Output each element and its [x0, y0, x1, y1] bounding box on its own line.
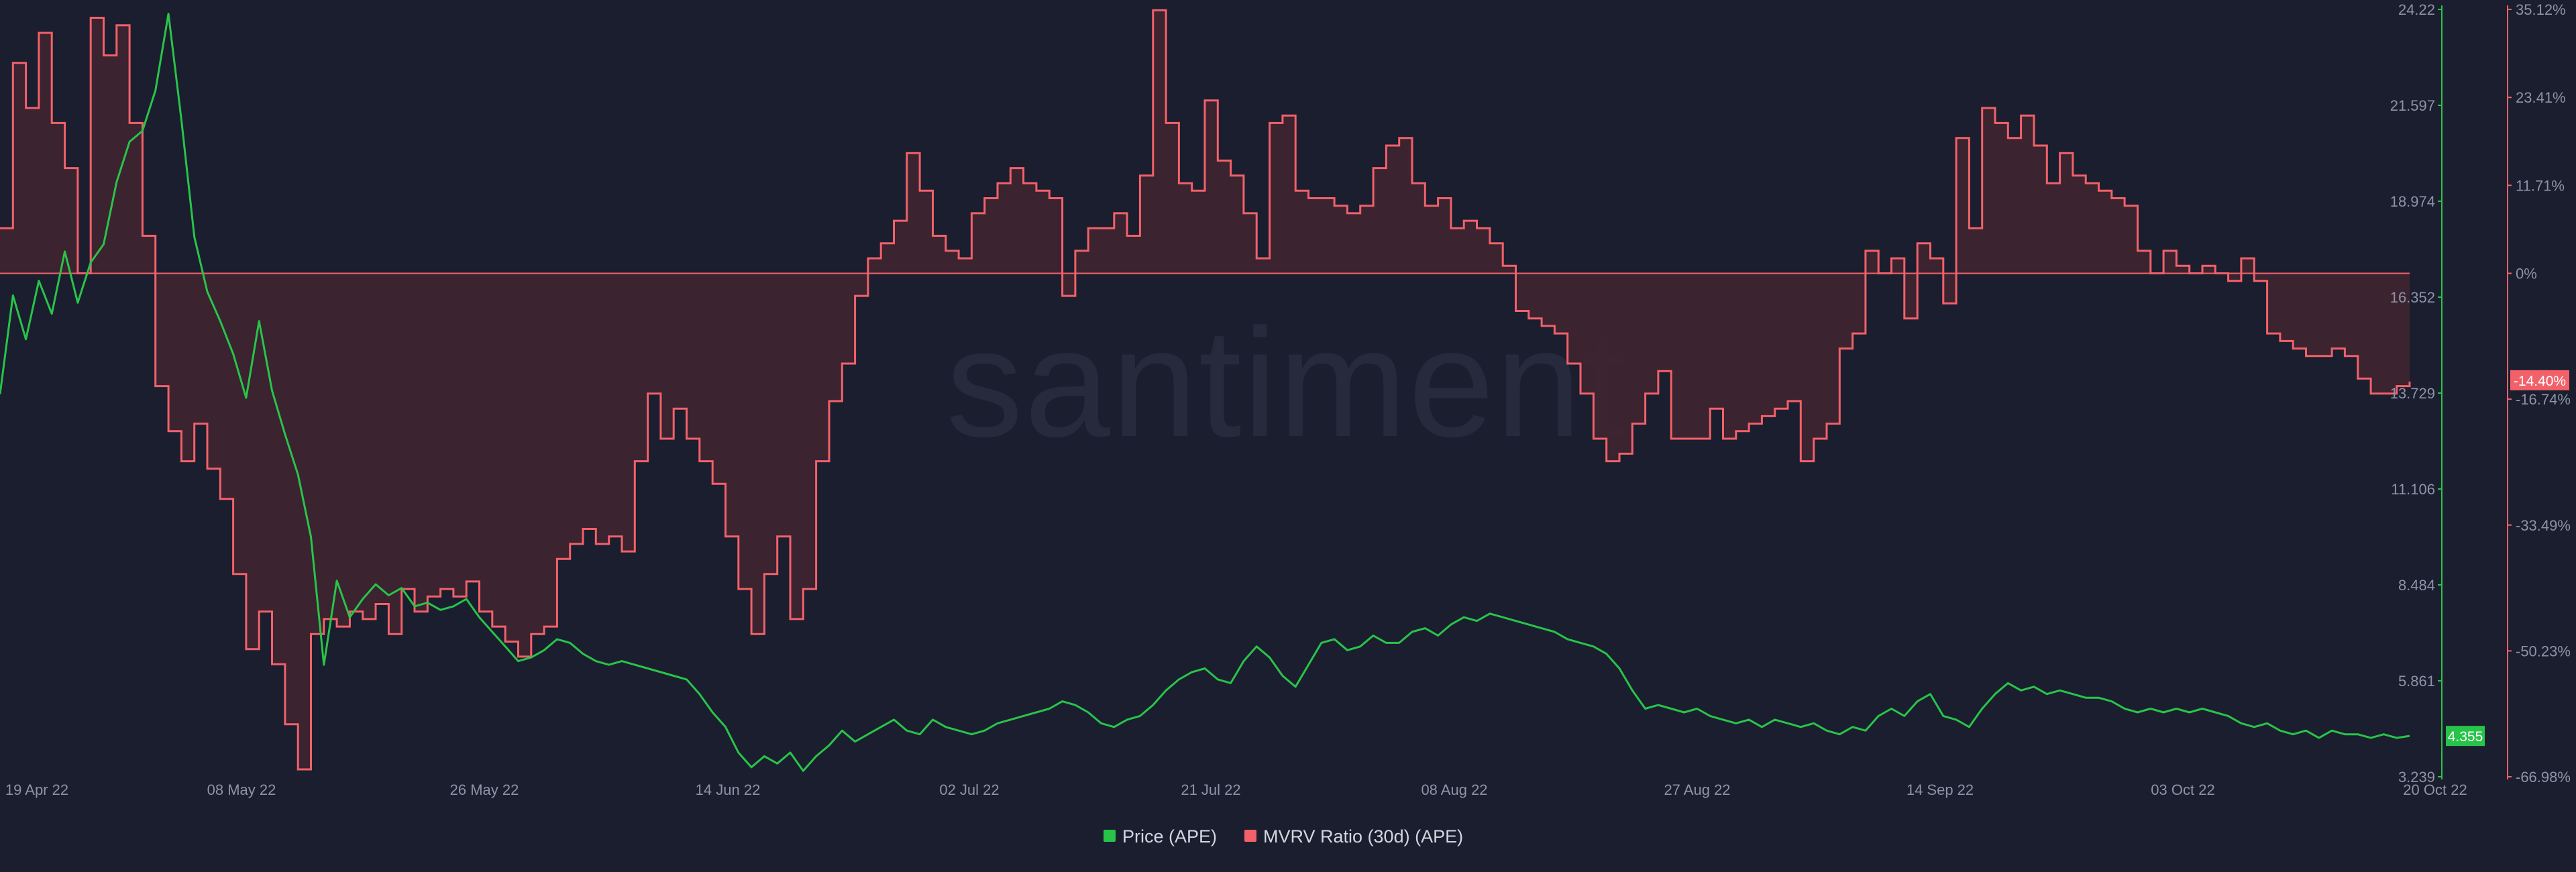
- mvrv-series: [0, 9, 2411, 771]
- legend-swatch: [1244, 830, 1256, 842]
- x-tick-label: 14 Jun 22: [696, 781, 761, 798]
- mvrv-tick-label: 35.12%: [2516, 1, 2566, 18]
- x-tick-label: 19 Apr 22: [5, 781, 68, 798]
- mvrv-tick-label: -33.49%: [2516, 517, 2571, 534]
- mvrv-tick-label: 23.41%: [2516, 89, 2566, 106]
- price-current-badge: [2446, 726, 2485, 747]
- x-tick-label: 21 Jul 22: [1181, 781, 1240, 798]
- mvrv-tick-label: -16.74%: [2516, 391, 2571, 408]
- legend: Price (APE) MVRV Ratio (30d) (APE): [1104, 826, 1463, 847]
- x-tick-label: 26 May 22: [450, 781, 519, 798]
- axes: 24.22 21.597 18.974 16.352 13.729 11.106 8.484…: [5, 1, 2571, 798]
- mvrv-current-badge: [2510, 370, 2569, 390]
- mvrv-line: [0, 9, 2411, 771]
- x-tick-label: 20 Oct 22: [2403, 781, 2467, 798]
- x-tick-label: 27 Aug 22: [1664, 781, 1730, 798]
- legend-swatch: [1104, 830, 1116, 842]
- mvrv-tick-label: -66.98%: [2516, 769, 2571, 785]
- price-tick-label: 18.974: [2390, 193, 2435, 210]
- price-tick-label: 21.597: [2390, 97, 2435, 114]
- x-tick-label: 14 Sep 22: [1907, 781, 1974, 798]
- price-tick-label: 24.22: [2398, 1, 2435, 18]
- price-line: [0, 13, 2410, 772]
- price-tick-label: 11.106: [2391, 481, 2435, 498]
- price-series: [0, 13, 2410, 772]
- watermark: santiment: [946, 296, 1627, 469]
- legend-label: Price (APE): [1122, 826, 1217, 847]
- mvrv-tick-label: 0%: [2516, 266, 2537, 282]
- price-tick-label: 5.861: [2398, 673, 2435, 690]
- price-tick-label: 16.352: [2390, 289, 2435, 306]
- price-tick-label: 8.484: [2398, 577, 2435, 594]
- legend-label: MVRV Ratio (30d) (APE): [1263, 826, 1463, 847]
- price-tick-label: 13.729: [2390, 385, 2435, 402]
- x-tick-label: 02 Jul 22: [939, 781, 999, 798]
- mvrv-tick-label: -50.23%: [2516, 643, 2571, 659]
- mvrv-tick-label: 11.71%: [2516, 177, 2565, 194]
- price-current-value: 4.355: [2448, 729, 2483, 745]
- mvrv-current-value: -14.40%: [2514, 374, 2566, 389]
- price-tick-label: 3.239: [2398, 769, 2435, 785]
- x-tick-label: 03 Oct 22: [2151, 781, 2214, 798]
- x-tick-label: 08 May 22: [207, 781, 276, 798]
- x-tick-label: 08 Aug 22: [1421, 781, 1487, 798]
